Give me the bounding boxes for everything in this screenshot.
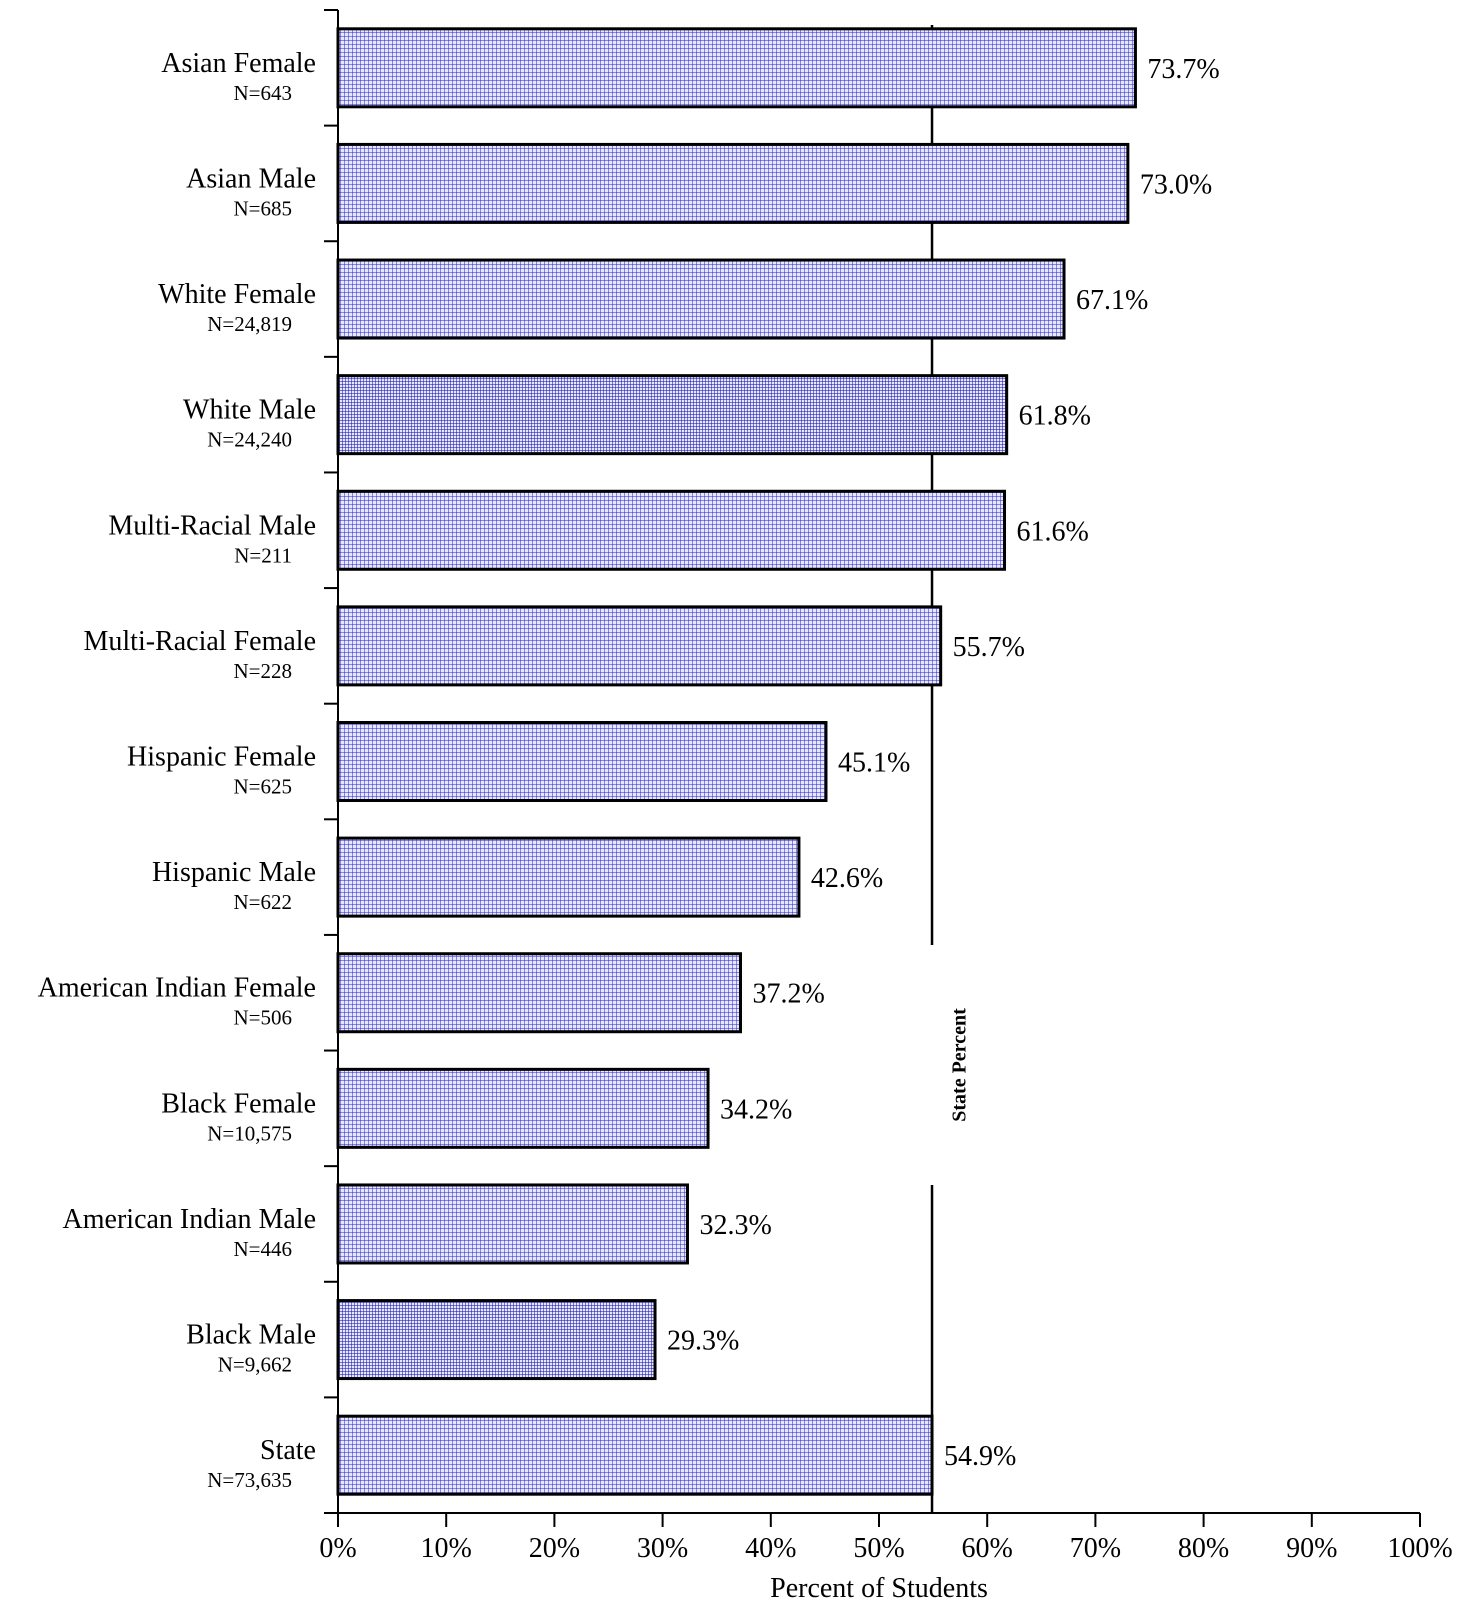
bar-multi-racial-male [336,489,1007,571]
bar-asian-male [336,142,1130,224]
x-tick-label: 100% [1387,1533,1452,1564]
value-label: 55.7% [953,632,1025,663]
count-label: N=24,819 [207,312,292,336]
x-tick-label: 80% [1178,1533,1229,1564]
count-label: N=625 [233,775,292,799]
count-label: N=622 [233,890,292,914]
bar-asian-female [336,27,1137,109]
count-label: N=24,240 [207,428,292,452]
category-label: Hispanic Female [127,742,316,773]
bar-american-indian-female [336,952,743,1034]
x-tick-label: 90% [1286,1533,1337,1564]
category-label: Multi-Racial Male [108,510,316,541]
category-label: Black Female [161,1088,316,1119]
state-reference-label: State Percent [949,1008,971,1122]
category-label: Hispanic Male [152,857,316,888]
value-label: 37.2% [753,979,825,1010]
value-label: 61.6% [1017,516,1089,547]
category-label: State [260,1435,316,1466]
value-label: 54.9% [944,1441,1016,1472]
count-label: N=228 [233,659,292,683]
count-label: N=9,662 [218,1353,292,1377]
x-tick-label: 30% [637,1533,688,1564]
bar-hispanic-male [336,836,801,918]
x-tick-label: 20% [529,1533,580,1564]
count-label: N=643 [233,81,292,105]
value-label: 42.6% [811,863,883,894]
value-label: 45.1% [838,748,910,779]
category-label: American Indian Male [63,1204,316,1235]
category-label: Asian Female [161,48,316,79]
count-label: N=506 [233,1006,292,1030]
bar-white-male [336,374,1009,456]
value-label: 32.3% [699,1210,771,1241]
category-label: Black Male [186,1320,316,1351]
value-label: 67.1% [1076,285,1148,316]
category-label: American Indian Female [38,973,316,1004]
value-label: 61.8% [1019,401,1091,432]
count-label: N=211 [234,543,292,567]
category-label: White Male [183,395,316,426]
bar-black-male [336,1299,657,1381]
x-tick-label: 70% [1070,1533,1121,1564]
x-axis-title: Percent of Students [770,1573,988,1604]
count-label: N=685 [233,196,292,220]
value-label: 29.3% [667,1326,739,1357]
x-tick-label: 50% [853,1533,904,1564]
value-label: 34.2% [720,1094,792,1125]
x-tick-label: 0% [319,1533,356,1564]
bar-multi-racial-female [336,605,943,687]
category-label: Multi-Racial Female [84,626,317,657]
bar-white-female [336,258,1066,340]
value-label: 73.7% [1147,54,1219,85]
bar-state [336,1414,934,1496]
bar-black-female [336,1067,710,1149]
category-label: Asian Male [186,163,316,194]
x-tick-label: 60% [962,1533,1013,1564]
x-tick-label: 10% [421,1533,472,1564]
count-label: N=10,575 [207,1121,292,1145]
count-label: N=446 [233,1237,292,1261]
x-tick-label: 40% [745,1533,796,1564]
bar-hispanic-female [336,721,828,802]
bar-american-indian-male [336,1183,689,1265]
value-label: 73.0% [1140,169,1212,200]
category-label: White Female [158,279,316,310]
count-label: N=73,635 [207,1468,292,1492]
